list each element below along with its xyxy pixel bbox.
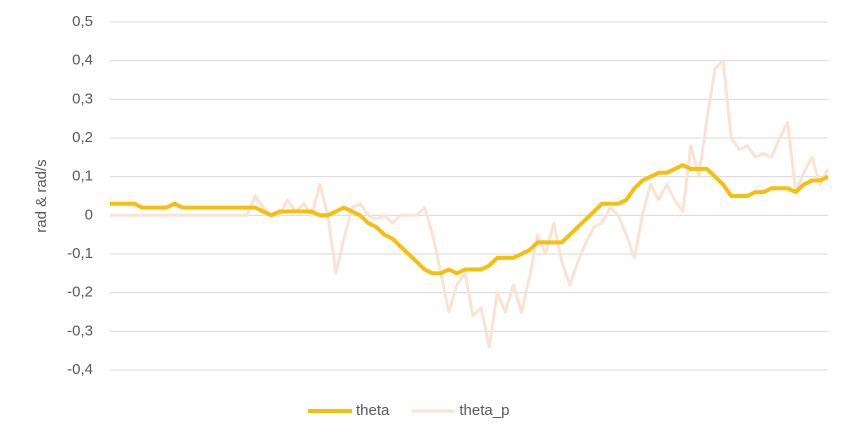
y-tick-label: 0,4 xyxy=(72,52,93,69)
y-tick-label: -0,1 xyxy=(67,245,93,262)
legend-label: theta_p xyxy=(459,402,509,419)
series-line xyxy=(110,59,830,349)
y-tick-label: 0,5 xyxy=(72,13,93,30)
series-line xyxy=(110,163,829,276)
y-tick-label: 0 xyxy=(85,206,93,223)
y-tick-label: 0,2 xyxy=(72,129,93,146)
y-tick-label: 0,3 xyxy=(72,90,93,107)
y-tick-label: 0,1 xyxy=(72,168,93,185)
y-tick-label: -0,2 xyxy=(67,284,93,301)
y-tick-label: -0,4 xyxy=(67,361,93,378)
y-tick-label: -0,3 xyxy=(67,322,93,339)
y-axis-label: rad & rad/s xyxy=(33,159,50,232)
legend-label: theta xyxy=(356,402,390,419)
